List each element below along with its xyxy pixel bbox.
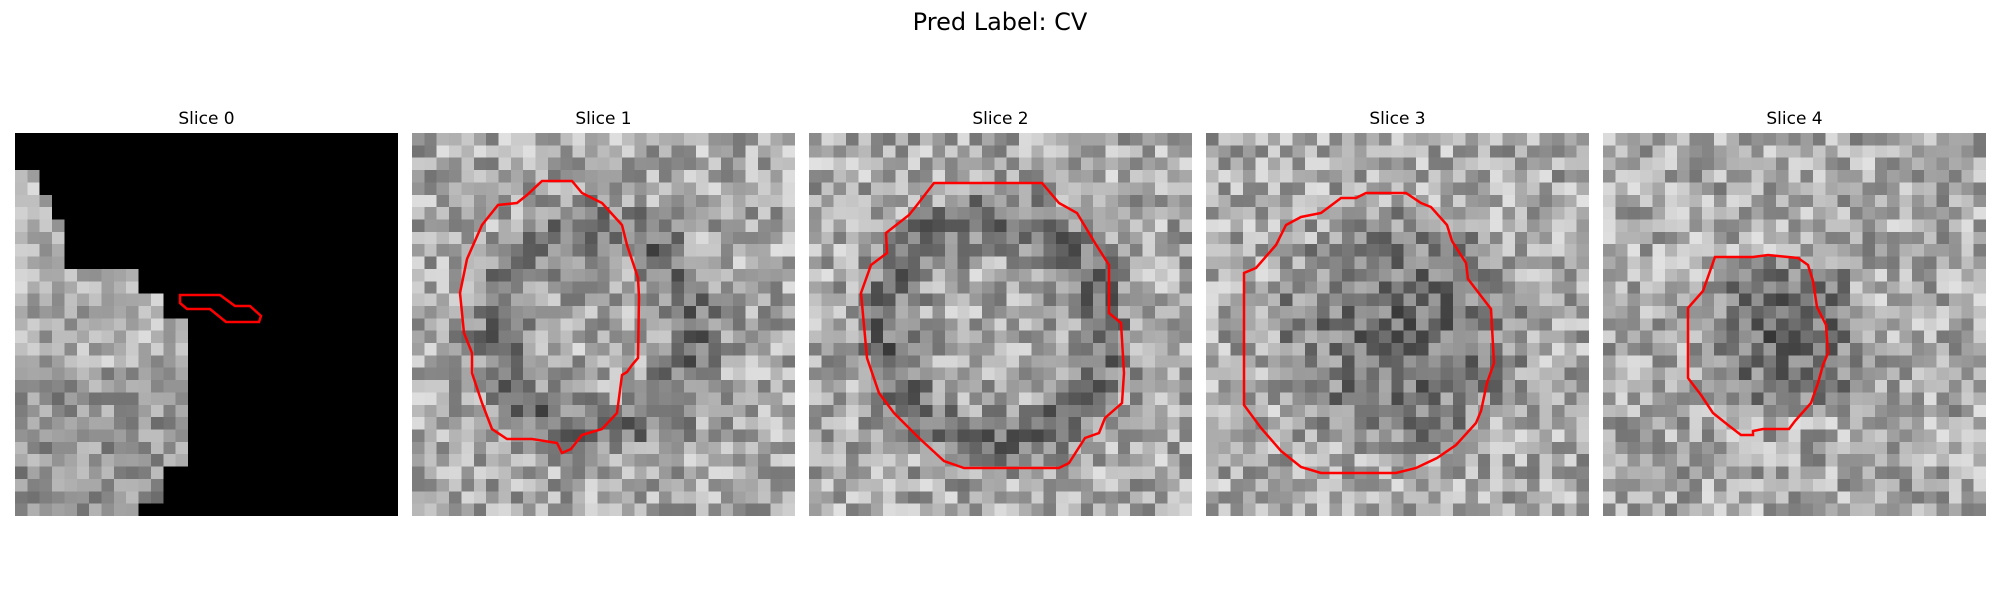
slice-panel-1: Slice 1	[412, 108, 795, 516]
slice-panel-3: Slice 3	[1206, 108, 1589, 516]
figure-title: Pred Label: CV	[912, 8, 1088, 36]
slice-title: Slice 0	[178, 109, 235, 129]
contour-overlay	[1242, 191, 1496, 475]
contour-line	[1242, 191, 1496, 475]
slice-pixels	[1603, 133, 1986, 516]
contour-line	[1686, 253, 1830, 437]
slice-image	[809, 133, 1192, 516]
contour-overlay	[458, 179, 641, 455]
contour-line	[178, 293, 263, 324]
slice-title: Slice 3	[1369, 109, 1426, 129]
slice-pixels	[412, 133, 795, 516]
slice-title: Slice 4	[1766, 109, 1823, 129]
slice-title: Slice 2	[972, 109, 1029, 129]
contour-line	[859, 181, 1126, 470]
slice-pixels	[15, 133, 398, 516]
slice-panel-0: Slice 0	[15, 108, 398, 516]
contour-line	[458, 179, 641, 455]
slice-pixels	[809, 133, 1192, 516]
slice-image	[15, 133, 398, 516]
slice-image	[412, 133, 795, 516]
slice-pixels	[1206, 133, 1589, 516]
contour-overlay	[859, 181, 1126, 470]
slice-panel-4: Slice 4	[1603, 108, 1986, 516]
slice-image	[1603, 133, 1986, 516]
slice-panel-2: Slice 2	[809, 108, 1192, 516]
slice-image	[1206, 133, 1589, 516]
contour-overlay	[178, 293, 263, 324]
contour-overlay	[1686, 253, 1830, 437]
slice-title: Slice 1	[575, 109, 632, 129]
